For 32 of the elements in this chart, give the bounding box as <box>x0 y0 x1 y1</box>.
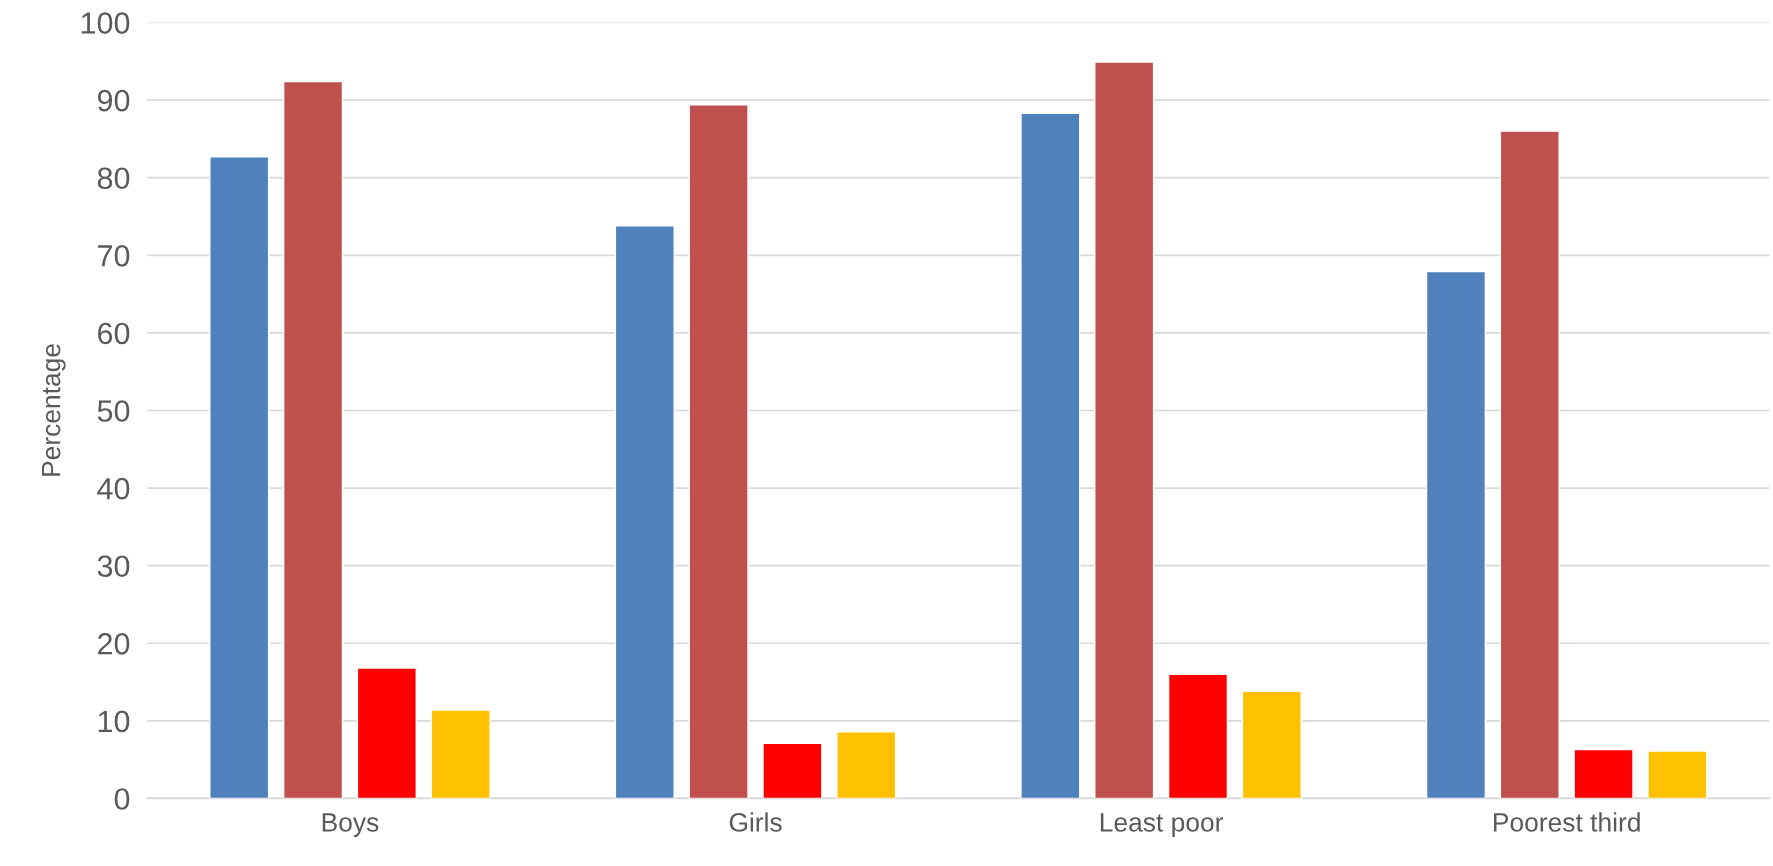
bar <box>1425 270 1487 799</box>
y-tick-label: 30 <box>97 555 130 578</box>
y-tick-label: 10 <box>98 710 130 733</box>
bar <box>209 156 270 799</box>
bar <box>836 731 897 799</box>
bar <box>1499 130 1560 799</box>
bar <box>688 104 749 799</box>
bar <box>1241 690 1302 799</box>
bar <box>762 742 823 799</box>
x-tick-label: Poorest third <box>1494 812 1640 832</box>
bar <box>1573 748 1634 799</box>
bar <box>614 225 675 799</box>
bar <box>1167 673 1229 799</box>
y-axis-title: Percentage <box>42 344 66 476</box>
x-tick-label: Boys <box>322 813 379 837</box>
x-tick-label: Girls <box>729 812 782 832</box>
y-tick-label: 80 <box>97 167 130 190</box>
y-tick-label: 40 <box>97 477 130 500</box>
y-tick-label: 70 <box>98 245 130 267</box>
bar <box>430 709 491 799</box>
y-tick-label: 100 <box>81 12 130 34</box>
y-tick-label: 90 <box>97 89 130 112</box>
bar <box>1094 61 1155 799</box>
bar <box>282 80 344 799</box>
y-tick-label: 20 <box>98 633 130 655</box>
bar <box>1020 112 1081 799</box>
y-tick-label: 60 <box>98 322 130 345</box>
y-tick-label: 50 <box>97 400 130 422</box>
x-tick-label: Least poor <box>1100 813 1224 837</box>
y-tick-label: 0 <box>114 788 130 810</box>
bar <box>356 667 417 799</box>
bar <box>1647 750 1708 799</box>
